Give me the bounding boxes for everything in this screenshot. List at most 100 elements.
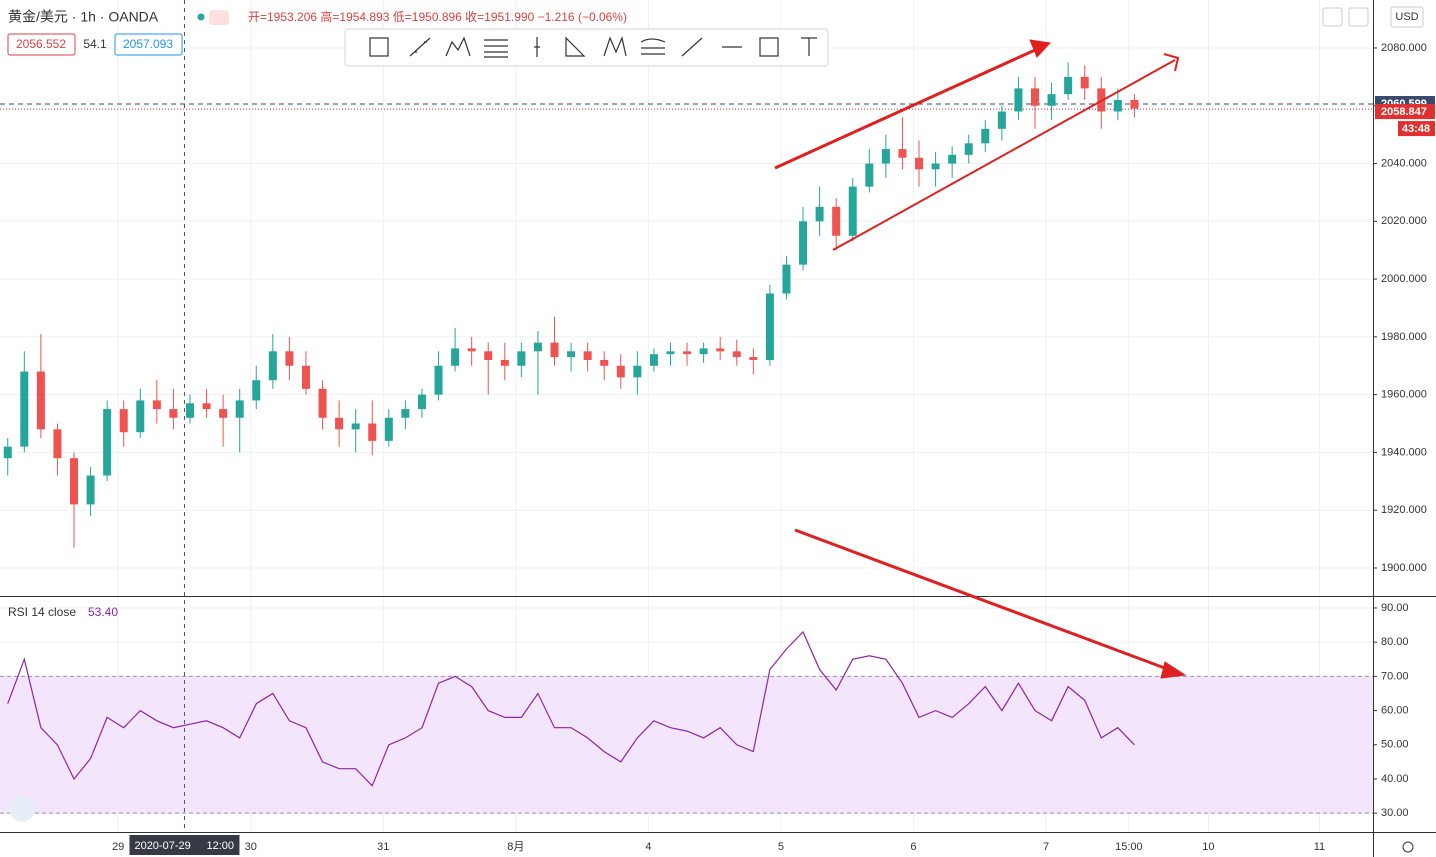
candle-body [533,342,542,352]
button[interactable] [1348,7,1369,27]
candle-body [484,351,493,360]
candle-body [1014,88,1023,112]
candle-body [1080,76,1089,89]
candle-body [948,154,957,164]
candle-body [1064,76,1073,95]
bid-box[interactable] [7,33,76,56]
candle-body [799,221,808,265]
tool-icon[interactable] [534,37,540,57]
y-tick-label: 90.00 [1381,602,1409,614]
candle-body [169,409,178,418]
candle-body [36,371,45,430]
currency-box[interactable] [1390,6,1424,28]
status-dot [197,13,205,21]
countdown-box [1398,121,1435,137]
annotation-arrows [774,39,1187,679]
rsi-line [7,630,1135,787]
candle-body [997,111,1006,129]
tool-icon[interactable] [801,37,817,56]
tool-icon[interactable] [445,36,471,57]
candle-body [351,423,360,430]
currency: USD [1395,11,1418,23]
candle-body [53,429,62,459]
candle-body [600,359,609,366]
tool-icon[interactable] [640,38,666,55]
candle-body [931,163,940,170]
drawing-toolbar [344,28,829,67]
symbol: 黄金/美元 · 1h · OANDA [8,9,159,25]
arrow-head [1029,39,1052,58]
candle-body [1047,94,1056,106]
candle-body [716,348,725,352]
candle-body [434,365,443,395]
ask-price: 2057.093 [123,37,173,51]
tool-icon[interactable] [565,36,586,57]
price-label-box [1375,104,1435,120]
y-tick-label: 1940.000 [1381,446,1427,458]
candle-body [699,348,708,355]
y-tick-label: 1920.000 [1381,504,1427,516]
candle-body [550,342,559,358]
ohlc-info: 开=1953.206 高=1954.893 低=1950.896 收=1951.… [248,9,627,24]
candle-body [384,417,393,441]
spread: 54.1 [83,37,107,51]
bid-price: 2056.552 [16,37,66,51]
x-tick-label: 8月 [507,841,524,853]
tool-icon[interactable] [409,37,431,57]
x-tick-label: 30 [245,841,257,853]
arrow-down-line [794,528,1171,672]
candle-body [119,409,128,433]
tool-icon[interactable] [603,36,627,57]
candle-body [285,351,294,366]
y-tick-label: 1960.000 [1381,389,1427,401]
candle-body [1130,99,1139,109]
candle-body [815,206,824,222]
candle-body [202,403,211,410]
candle-body [467,348,476,352]
arrow-up-line [774,48,1036,170]
tool-icon[interactable] [369,37,389,57]
candle-body [252,380,261,401]
candle-body [368,423,377,441]
candle-body [782,264,791,294]
y-tick-label: 50.00 [1381,739,1409,751]
candle-body [268,351,277,381]
x-tick-label: 31 [377,841,389,853]
logo[interactable] [9,796,35,822]
marks [0,0,1373,832]
tool-icon[interactable] [484,39,508,58]
candle-body [517,351,526,366]
candle-body [865,163,874,187]
rsi-title: RSI 14 close [8,605,76,619]
candle-body [1030,88,1039,106]
button[interactable] [1322,7,1343,27]
arrow-head [1160,661,1187,679]
y-tick-label: 70.00 [1381,670,1409,682]
candle-body [417,394,426,410]
settings-icon[interactable] [1402,841,1414,853]
candle-body [451,348,460,366]
x-tick-label: 15:00 [1115,841,1143,853]
y-tick-label: 1900.000 [1381,562,1427,574]
x-tick-label: 4 [645,841,651,853]
candle-body [765,293,774,360]
candle-body [20,371,29,447]
candle-body [401,409,410,418]
ask-box[interactable] [114,33,183,56]
candle-body [185,403,194,418]
y-tick-label: 40.00 [1381,773,1409,785]
tool-icon[interactable] [759,37,779,57]
candle-body [3,446,12,459]
crosshair-time: 12:00 [206,840,234,852]
candle-body [567,351,576,358]
rsi-value: 53.40 [88,605,118,619]
y-tick-label: 2000.000 [1381,273,1427,285]
candle-body [832,206,841,236]
x-tick-label: 7 [1043,841,1049,853]
x-tick-label: 6 [910,841,916,853]
toolbar-box [344,28,829,67]
y-tick-label: 2080.000 [1381,42,1427,54]
tool-icon[interactable] [681,37,703,57]
x-tick-label: 5 [778,841,784,853]
